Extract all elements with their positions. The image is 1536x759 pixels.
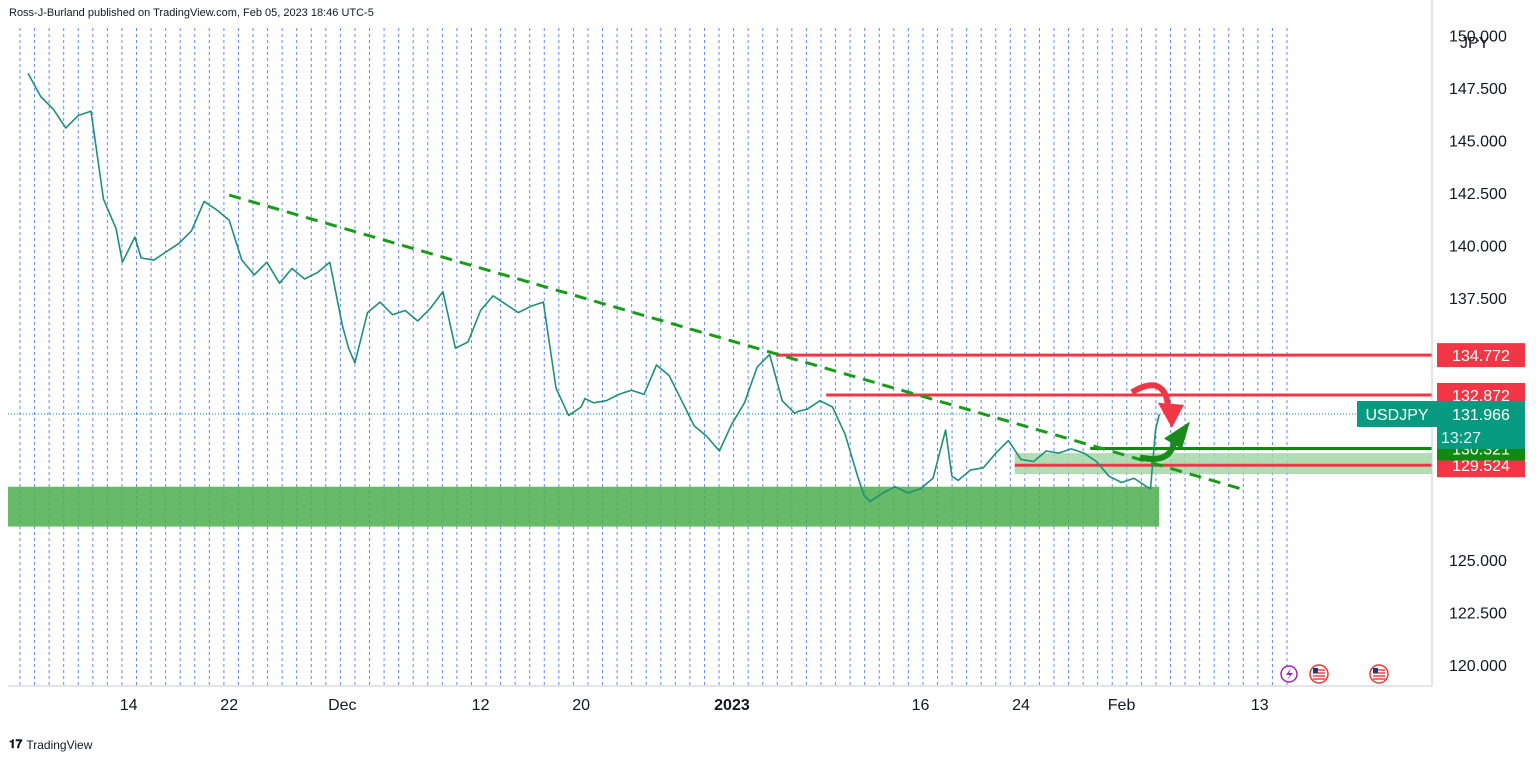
resistance-tag-label: 132.872 (1452, 388, 1510, 405)
y-tick-label: 137.500 (1449, 291, 1507, 308)
x-tick-label: 20 (572, 697, 590, 714)
resistance-tag-bg (1437, 343, 1525, 368)
lightning-bolt-icon (1286, 668, 1293, 680)
x-tick-label: 13 (1251, 697, 1269, 714)
y-tick-label: 150.000 (1449, 29, 1507, 46)
countdown-label: 13:27 (1441, 430, 1481, 447)
tradingview-logo-icon[interactable]: 𝟏𝟕 (9, 737, 23, 751)
y-tick-label: 142.500 (1449, 186, 1507, 203)
footer-brand: TradingView (26, 737, 93, 752)
y-tick-label: 145.000 (1449, 134, 1507, 151)
x-tick-label: 12 (472, 697, 490, 714)
symbol-tag-bg (1357, 400, 1437, 427)
event-icons (1280, 664, 1389, 684)
last-price-label: 131.966 (1452, 407, 1510, 424)
x-tick-label: 16 (912, 697, 930, 714)
us-flag-icon[interactable] (1369, 664, 1389, 684)
resistance-tag-label: 134.772 (1452, 348, 1510, 365)
x-tick-label: 2023 (714, 697, 750, 714)
flag-canton (1313, 668, 1318, 673)
publisher-caption: Ross-J-Burland published on TradingView.… (9, 7, 374, 19)
x-tick-label: Dec (328, 697, 356, 714)
y-tick-label: 122.500 (1449, 606, 1507, 623)
price-line (27, 73, 1161, 503)
x-tick-label: 22 (220, 697, 238, 714)
y-tick-label: 140.000 (1449, 238, 1507, 255)
x-tick-label: 14 (120, 697, 138, 714)
red-arrow-head (1157, 402, 1184, 428)
horizontal-levels (8, 353, 1432, 467)
y-tick-label: 125.000 (1449, 553, 1507, 570)
trendline (228, 193, 1242, 491)
resistance-tag-label: 129.524 (1452, 458, 1510, 475)
descending-trendline (228, 193, 1242, 491)
zones (8, 453, 1432, 527)
y-tick-label: 120.000 (1449, 658, 1507, 675)
time-axis-ticks: 14 22 Dec 12 20 2023 16 24 Feb 13 (120, 697, 1269, 714)
annotation-arrows (1130, 382, 1190, 462)
price-axis-background[interactable] (1432, 0, 1536, 686)
flag-canton (1373, 668, 1378, 673)
price-axis-ticks: 150.000 147.500 145.000 142.500 140.000 137.5… (1449, 29, 1507, 675)
us-flag-icon[interactable] (1309, 664, 1329, 684)
footer: 𝟏𝟕 TradingView (9, 737, 92, 752)
green-arrow-head (1163, 421, 1190, 449)
zone (1014, 453, 1432, 475)
last-price-tag-bg (1437, 400, 1525, 449)
currency-label: JPY (1460, 35, 1490, 52)
price-series (27, 73, 1161, 503)
x-tick-label: Feb (1108, 697, 1136, 714)
symbol-tag-label: USDJPY (1365, 407, 1428, 424)
x-tick-label: 24 (1012, 697, 1030, 714)
y-tick-label: 147.500 (1449, 81, 1507, 98)
zone (8, 486, 1160, 527)
vertical-grid (19, 28, 1288, 686)
